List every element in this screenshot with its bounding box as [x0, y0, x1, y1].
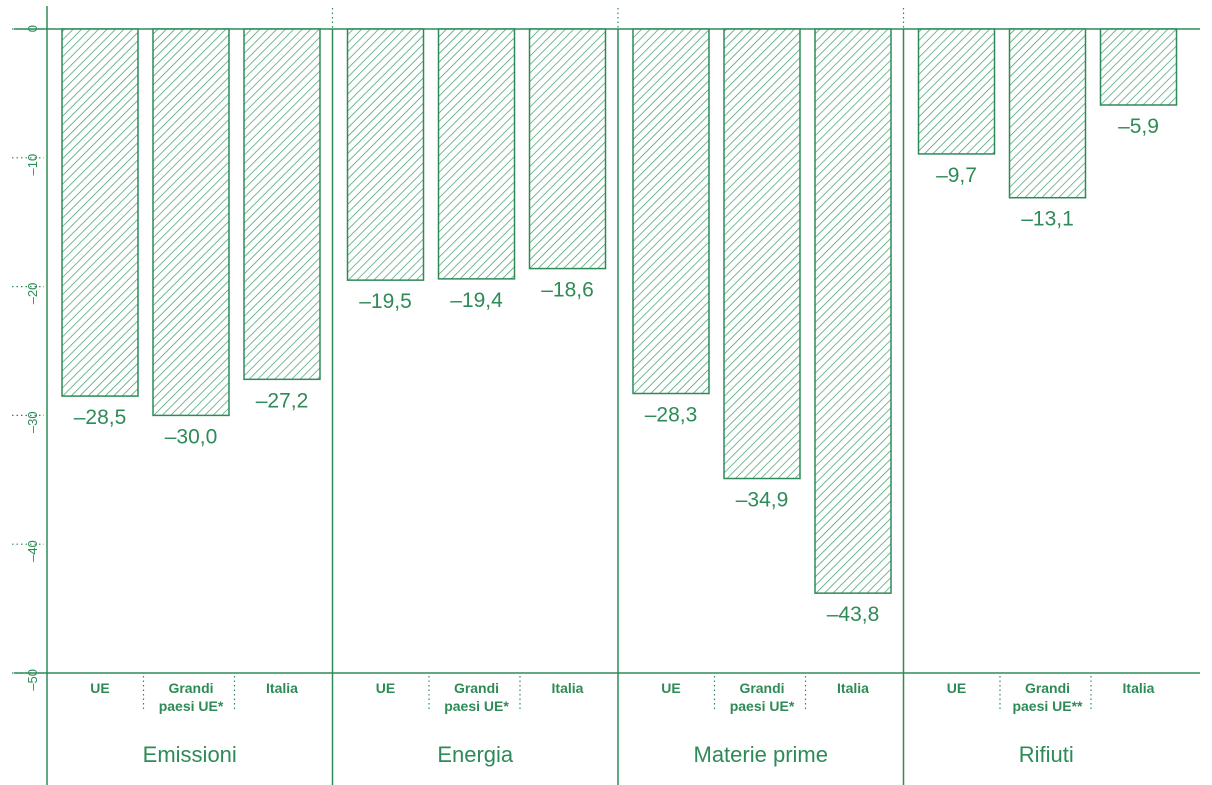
category-label: UE [376, 680, 395, 696]
y-tick-label: –50 [25, 669, 40, 691]
y-tick-label: –30 [25, 411, 40, 433]
bar [917, 28, 996, 155]
category-label: UE [90, 680, 109, 696]
y-tick-label: –40 [25, 540, 40, 562]
bar-value-label: –43,8 [827, 603, 880, 626]
bar-value-label: –18,6 [541, 279, 594, 302]
bar-value-label: –28,5 [74, 406, 127, 429]
bar [814, 28, 892, 594]
bars-layer [61, 28, 1178, 594]
group-label: Materie prime [694, 742, 828, 767]
category-label: Grandi [454, 680, 499, 696]
category-label: paesi UE** [1012, 698, 1083, 714]
bar [1099, 28, 1178, 106]
category-label: paesi UE* [730, 698, 795, 714]
grid-layer [12, 6, 1200, 785]
category-label: UE [947, 680, 966, 696]
category-label: UE [661, 680, 680, 696]
category-label: Grandi [739, 680, 784, 696]
bar [152, 28, 230, 417]
bar [61, 28, 139, 397]
category-label: Italia [266, 680, 298, 696]
y-tick-label: –20 [25, 283, 40, 305]
bar [1008, 28, 1087, 199]
bar-value-label: –27,2 [256, 389, 309, 412]
bar-value-label: –34,9 [736, 489, 789, 512]
category-label: Italia [837, 680, 869, 696]
bar [346, 28, 425, 281]
group-label: Rifiuti [1019, 742, 1074, 767]
bar-value-label: –5,9 [1118, 115, 1159, 138]
bar [723, 28, 801, 480]
labels-layer: 0 –10 –20 –30 –40 –50 –28,5 UE –30,0 Grandi paesi … [25, 25, 1159, 767]
group-label: Emissioni [143, 742, 237, 767]
category-label: Italia [1123, 680, 1155, 696]
bar-value-label: –30,0 [165, 425, 218, 448]
category-label: Grandi [168, 680, 213, 696]
bar-value-label: –19,5 [359, 290, 412, 313]
group-label: Energia [437, 742, 514, 767]
category-label: Italia [552, 680, 584, 696]
bar-value-label: –28,3 [645, 404, 698, 427]
bar-value-label: –13,1 [1021, 208, 1074, 231]
category-label: Grandi [1025, 680, 1070, 696]
category-label: paesi UE* [159, 698, 224, 714]
bar [632, 28, 710, 395]
y-tick-label: 0 [25, 25, 40, 32]
bar [243, 28, 321, 381]
bar [528, 28, 607, 270]
y-tick-label: –10 [25, 154, 40, 176]
bar [437, 28, 516, 280]
bar-value-label: –9,7 [936, 164, 977, 187]
bar-value-label: –19,4 [450, 289, 503, 312]
category-label: paesi UE* [444, 698, 509, 714]
